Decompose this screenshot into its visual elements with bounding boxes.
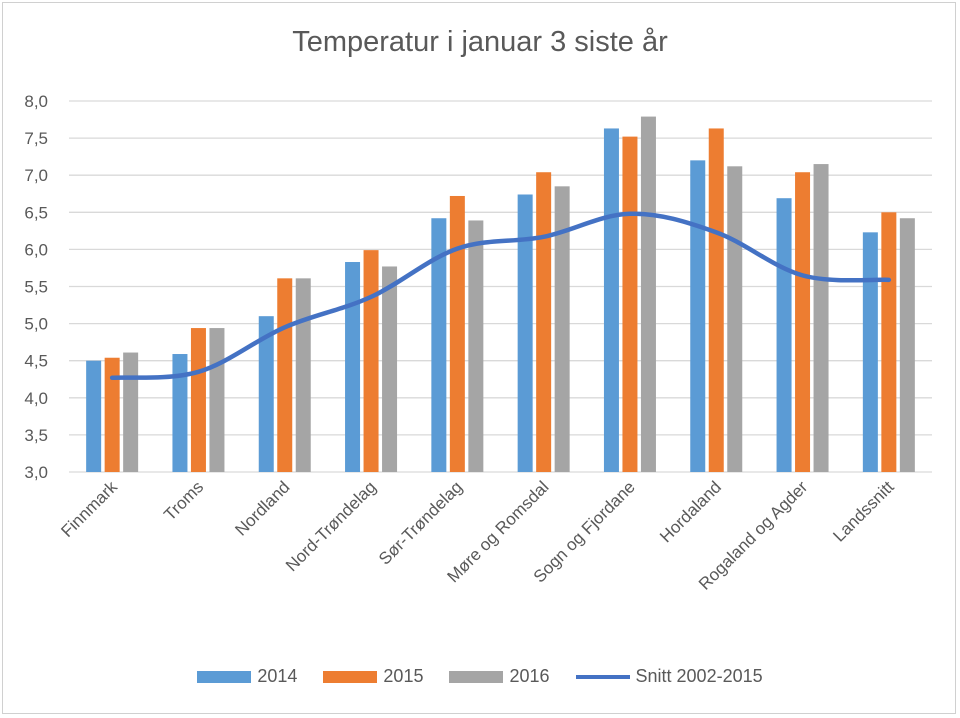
bar-2015 (536, 172, 552, 472)
legend-label: 2015 (383, 666, 424, 686)
bar-2016 (123, 352, 139, 472)
y-tick-label: 8,0 (24, 92, 48, 111)
y-tick-label: 6,5 (24, 203, 48, 222)
y-tick-label: 7,5 (24, 129, 48, 148)
legend-item: 2016 (449, 666, 550, 687)
x-tick-label: Hordaland (656, 477, 725, 546)
bar-2014 (776, 198, 792, 472)
y-tick-label: 4,0 (24, 389, 48, 408)
x-tick-label: Sør-Trøndelag (375, 477, 466, 568)
legend-label: 2016 (509, 666, 550, 686)
legend: 2014 2015 2016 Snitt 2002-2015 (0, 666, 960, 687)
chart-title: Temperatur i januar 3 siste år (292, 26, 668, 58)
bar-2015 (449, 195, 465, 472)
legend-label: 2014 (257, 666, 298, 686)
bar-2016 (727, 166, 743, 472)
bar-2014 (603, 128, 619, 473)
bar-2015 (881, 212, 897, 473)
y-tick-label: 7,0 (24, 166, 48, 185)
bar-2016 (468, 220, 484, 472)
x-tick-label: Troms (160, 477, 207, 524)
bar-2014 (862, 232, 878, 472)
x-tick-label: Nordland (231, 477, 293, 539)
y-tick-label: 3,0 (24, 463, 48, 482)
bar-2015 (277, 278, 293, 472)
bar-2015 (622, 136, 638, 472)
bar-2014 (86, 360, 102, 472)
bar-2014 (172, 354, 188, 472)
bar-2014 (258, 316, 274, 472)
y-tick-label: 6,0 (24, 240, 48, 259)
y-tick-label: 4,5 (24, 352, 48, 371)
bar-2014 (517, 194, 533, 472)
x-tick-label: Landssnitt (829, 477, 897, 545)
legend-swatch (323, 670, 378, 683)
bar-2016 (209, 328, 225, 472)
bar-2016 (554, 186, 570, 472)
bar-2016 (813, 164, 829, 472)
bar-2015 (363, 250, 379, 472)
legend-swatch (449, 670, 504, 683)
legend-item: 2014 (197, 666, 297, 687)
legend-swatch (575, 674, 630, 679)
bar-2014 (345, 262, 361, 472)
legend-swatch (197, 670, 252, 683)
bar-2016 (640, 116, 656, 472)
bar-2015 (104, 357, 120, 472)
x-tick-label: Nord-Trøndelag (282, 477, 380, 575)
y-tick-label: 3,5 (24, 426, 48, 445)
bar-2015 (795, 172, 811, 472)
bar-2014 (690, 160, 706, 473)
y-tick-label: 5,0 (24, 315, 48, 334)
x-tick-label: Finnmark (57, 477, 121, 541)
y-tick-label: 5,5 (24, 278, 48, 297)
bar-2014 (431, 218, 447, 472)
legend-item: 2015 (323, 666, 423, 687)
legend-label: Snitt 2002-2015 (635, 666, 763, 686)
bar-2016 (899, 218, 915, 472)
line-series (109, 211, 892, 381)
bar-2015 (708, 128, 724, 473)
bar-2015 (190, 328, 206, 472)
bar-2016 (382, 266, 398, 472)
bar-2016 (295, 278, 311, 472)
legend-item: Snitt 2002-2015 (575, 666, 763, 687)
